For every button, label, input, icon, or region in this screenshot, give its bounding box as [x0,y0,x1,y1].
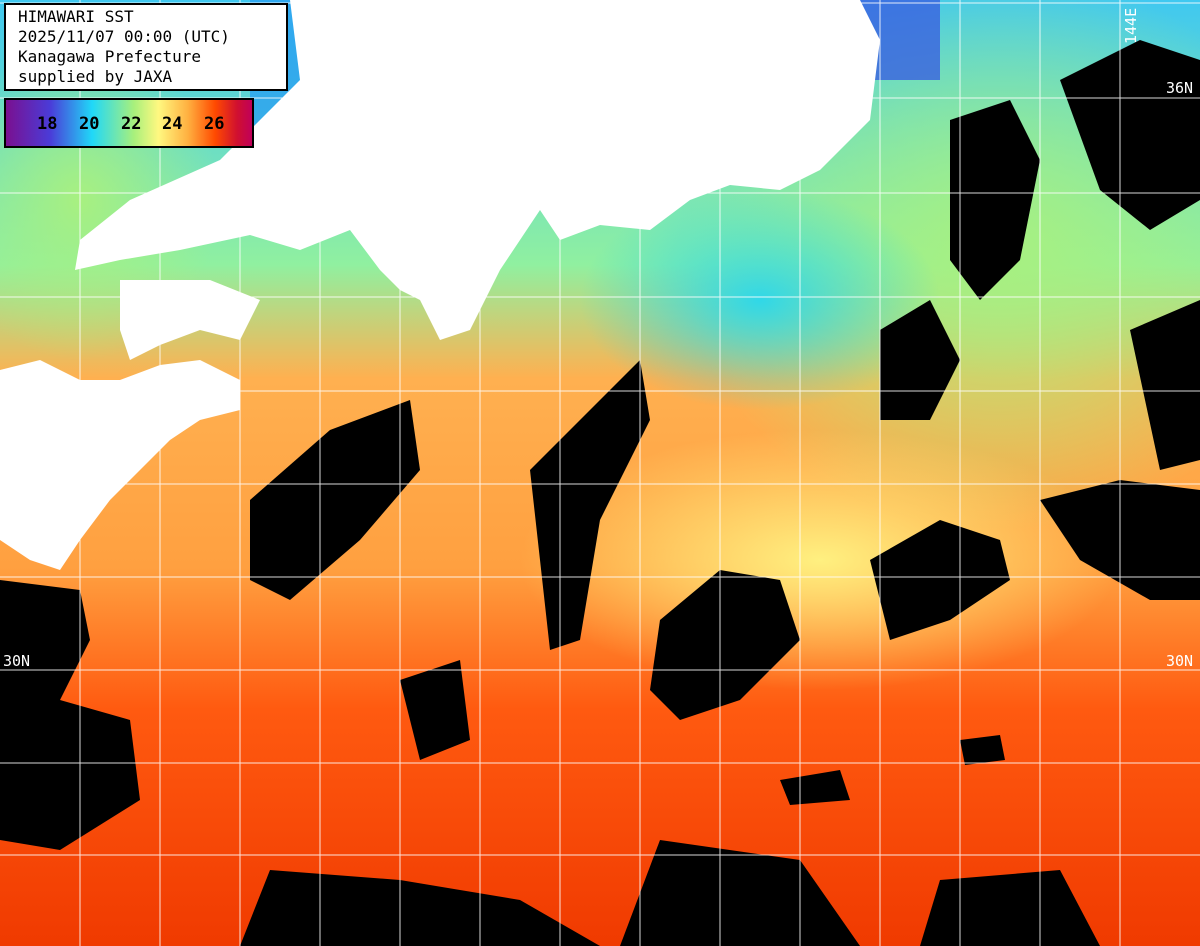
lon-label-136e: 136E [482,11,500,48]
lat-label-30n-left: 30N [3,652,31,670]
timestamp: 2025/11/07 00:00 (UTC) [18,27,230,46]
cool-water-region [580,190,940,410]
data-credit: supplied by JAXA [18,67,173,86]
product-title: HIMAWARI SST [18,7,134,26]
legend-tick: 20 [79,114,100,134]
lon-label-144e: 144E [1122,7,1140,44]
legend-tick: 22 [121,114,142,134]
color-scale-legend: 18 20 22 24 26 [4,98,254,148]
legend-tick: 18 [37,114,58,134]
legend-tick: 26 [204,114,225,134]
lat-label-30n-right: 30N [1166,652,1194,670]
provider: Kanagawa Prefecture [18,47,202,66]
lat-label-36n: 36N [1166,79,1194,97]
title-box: HIMAWARI SST 2025/11/07 00:00 (UTC) Kana… [4,3,288,91]
legend-tick: 24 [162,114,183,134]
land [0,0,880,650]
